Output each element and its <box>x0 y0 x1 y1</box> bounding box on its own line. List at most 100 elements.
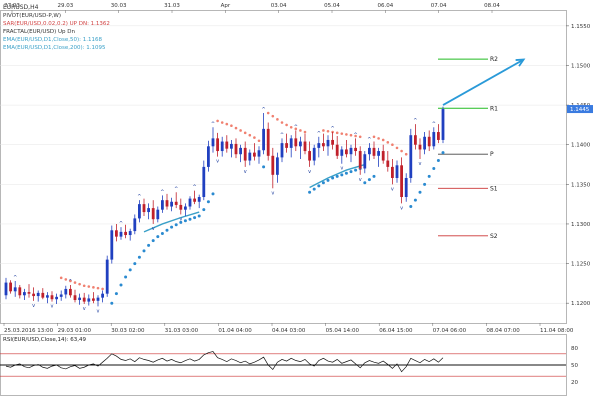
candle-body <box>400 165 403 198</box>
candle-body <box>423 136 426 150</box>
candle-body <box>101 293 104 298</box>
fractal-up-marker: ^ <box>367 137 371 143</box>
candle-body <box>409 135 413 178</box>
candle-body <box>289 138 293 148</box>
sar-dot-down <box>59 276 63 280</box>
candle-body <box>441 109 445 140</box>
price-axis: 1.15501.15001.14501.14001.13501.13001.12… <box>566 24 593 307</box>
fractal-up-marker: ^ <box>413 118 417 124</box>
pivot-label-s2: S2 <box>490 233 498 240</box>
fractal-up-marker: ^ <box>137 194 141 200</box>
top-date-label: 06.04 <box>377 3 393 9</box>
candle-body <box>170 201 173 207</box>
ema-200-line <box>309 163 366 189</box>
fractal-down-marker: v <box>391 186 394 192</box>
candle-body <box>133 218 137 232</box>
candle-body <box>395 165 399 178</box>
candle-body <box>41 292 45 298</box>
fractal-down-marker: v <box>271 190 274 196</box>
sar-dot-up <box>110 301 114 305</box>
pivot-label-r1: R1 <box>490 105 498 112</box>
pivot-levels: R2 R1 P S1 S2 <box>438 56 498 240</box>
fractal-up-marker: ^ <box>317 131 321 137</box>
candle-body <box>432 132 436 147</box>
sar-dot-up <box>441 151 445 155</box>
sar-dot-down <box>381 138 385 142</box>
candle-body <box>253 152 256 157</box>
sar-dot-up <box>354 168 358 172</box>
candle-body <box>280 143 284 158</box>
sar-dot-up <box>114 292 118 296</box>
time-tick-label: 29.03 01:00 <box>58 328 92 334</box>
sar-dot-down <box>354 134 357 138</box>
rsi-tick-label: 80 <box>571 346 578 352</box>
sar-dot-down <box>326 129 330 133</box>
fractal-up-marker: ^ <box>330 126 334 132</box>
sar-dot-up <box>436 159 440 163</box>
ema-50-line <box>143 211 200 233</box>
candle-body <box>303 141 307 152</box>
time-axis: 25.03.2016 13:00 29.03 01:00 30.03 02:00 31… <box>3 323 574 334</box>
candle-body <box>216 138 219 152</box>
sar-dot-up <box>413 198 417 202</box>
candle-body <box>115 230 118 237</box>
sar-dot-down <box>322 129 325 132</box>
current-price-marker <box>567 105 593 114</box>
sar-dot-up <box>151 239 155 243</box>
candle-body <box>220 141 224 152</box>
sar-dot-down <box>271 114 275 118</box>
sar-dot-down <box>349 133 353 137</box>
sar-dot-up <box>326 178 330 182</box>
ema-lines <box>143 163 366 233</box>
sar-dot-down <box>225 122 229 126</box>
indicator-legend-line: EMA(EUR/USD,D1,Close,50): 1.1168 <box>3 37 103 43</box>
sar-dot-down <box>303 130 307 134</box>
time-tick-label: 31.03 03:00 <box>165 328 199 334</box>
candle-body <box>138 204 141 219</box>
candle-body <box>151 208 155 220</box>
candle-body <box>437 132 440 140</box>
candle-body <box>18 287 22 296</box>
sar-dot-up <box>160 231 164 235</box>
sar-dot-down <box>404 152 408 156</box>
candle-body <box>326 139 330 147</box>
time-tick-label: 11.04 08:00 <box>540 328 574 334</box>
sar-dot-down <box>395 146 399 150</box>
fractal-up-marker: ^ <box>13 275 17 281</box>
sar-dot-down <box>73 281 77 284</box>
sar-dot-down <box>253 136 256 139</box>
sar-dot-up <box>432 166 436 170</box>
rsi-line <box>5 351 444 373</box>
candle-body <box>225 141 229 149</box>
sar-dot-up <box>165 228 169 232</box>
candle-body <box>78 297 81 301</box>
candle-body <box>87 298 91 302</box>
indicator-legend-line: EMA(EUR/USD,D1,Close,200): 1.1095 <box>3 45 106 51</box>
sar-dot-up <box>363 181 367 185</box>
fractal-up-marker: ^ <box>68 279 72 285</box>
sar-dot-up <box>179 220 183 224</box>
price-tick-label: 1.1550 <box>571 24 591 30</box>
candle-body <box>391 166 394 178</box>
sar-dot-down <box>239 129 242 132</box>
sar-dot-down <box>234 126 238 130</box>
price-tick-label: 1.1350 <box>571 182 591 188</box>
sar-dot-down <box>243 131 247 135</box>
sar-dot-up <box>193 216 197 220</box>
sar-dot-down <box>391 143 394 147</box>
candle-body <box>285 143 288 148</box>
candle-body <box>156 209 160 220</box>
price-tick-label: 1.1400 <box>571 143 591 149</box>
rsi-tick-label: 50 <box>571 363 578 369</box>
sar-dot-up <box>206 200 210 204</box>
candle-body <box>193 198 196 202</box>
sar-dot-up <box>340 173 344 177</box>
top-date-label: Apr <box>221 3 231 9</box>
fractal-down-marker: v <box>32 303 35 309</box>
sar-dot-down <box>266 111 270 115</box>
top-date-label: 29.03 <box>57 3 73 9</box>
candle-body <box>174 201 178 205</box>
fractal-up-marker: ^ <box>294 124 298 130</box>
fractal-up-marker: ^ <box>192 185 196 191</box>
candle-body <box>184 206 187 210</box>
